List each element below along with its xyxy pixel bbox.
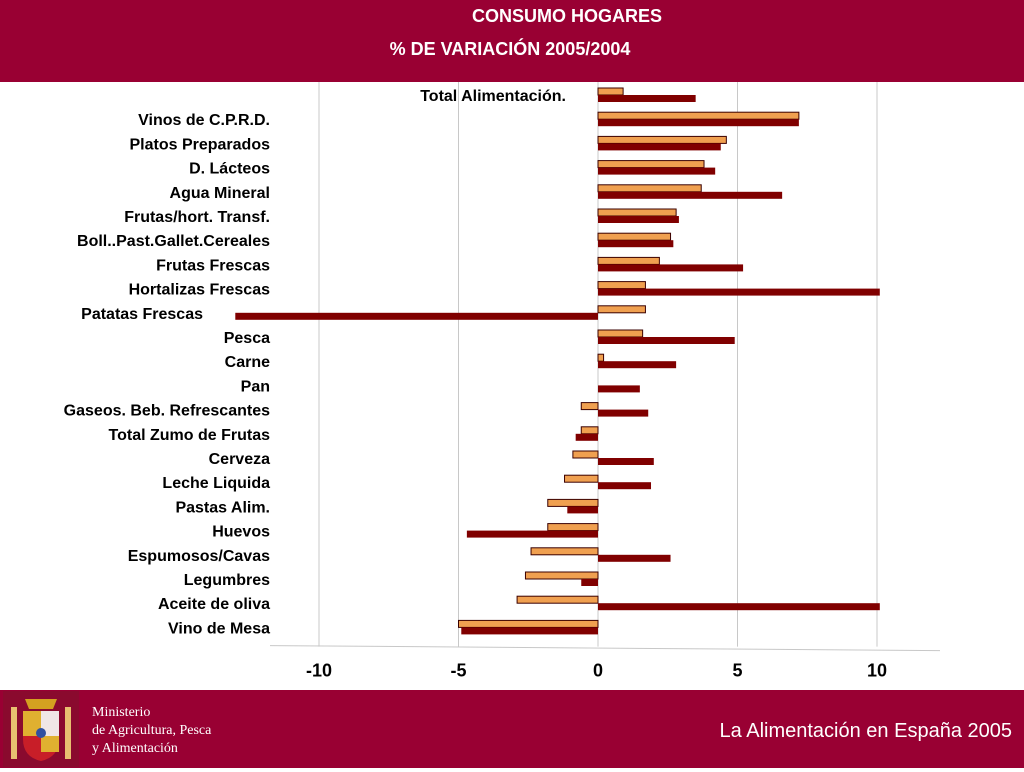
bar-series-2 <box>598 337 735 344</box>
bar-series-2 <box>598 264 744 272</box>
category-label: Huevos <box>212 524 270 541</box>
ministry-line-3: y Alimentación <box>92 741 178 756</box>
bar-series-1 <box>597 160 705 169</box>
category-label: Frutas/hort. Transf. <box>124 209 270 226</box>
bar-series-1 <box>597 208 677 217</box>
chart-subtitle: % DE VARIACIÓN 2005/2004 <box>389 39 631 59</box>
category-label: Cerveza <box>209 451 270 468</box>
bar-series-1 <box>597 135 727 144</box>
bar-series-1 <box>547 523 599 532</box>
category-label: Hortalizas Frescas <box>129 282 271 299</box>
category-label: Boll..Past.Gallet.Cereales <box>77 233 270 250</box>
bar-series-1 <box>597 111 800 120</box>
bar-series-2 <box>235 312 599 320</box>
bar-series-2 <box>598 458 654 465</box>
bar-series-2 <box>461 627 598 635</box>
header-banner: CONSUMO HOGARES % DE VARIACIÓN 2005/2004 <box>0 0 1024 82</box>
bar-series-1 <box>597 232 672 241</box>
bar-series-1 <box>564 474 599 483</box>
bar-series-1 <box>572 450 599 459</box>
bar-series-2 <box>598 95 696 102</box>
bar-chart: Total Alimentación. Vinos de C.P.R.D. Plat… <box>64 82 941 681</box>
bar-series-2 <box>598 143 721 151</box>
category-label: Patatas Frescas <box>81 306 203 323</box>
bar-series-2 <box>466 530 598 538</box>
bar-series-2 <box>581 579 598 586</box>
x-tick-label: 5 <box>732 661 742 681</box>
category-label: D. Lácteos <box>189 161 270 178</box>
bar-series-2 <box>598 167 716 175</box>
bar-series-2 <box>598 191 783 199</box>
ministry-name: Ministerio de Agricultura, Pesca y Alime… <box>92 704 211 758</box>
category-label: Platos Preparados <box>130 136 271 153</box>
category-label: Aceite de oliva <box>158 596 270 613</box>
bar-series-2 <box>598 240 674 248</box>
category-label: Leche Liquida <box>162 475 270 492</box>
bar-series-2 <box>598 119 799 127</box>
x-tick-label: -5 <box>450 661 466 681</box>
x-tick-label: 10 <box>867 661 887 681</box>
bar-series-1 <box>597 256 660 265</box>
bar-series-1 <box>597 329 644 338</box>
category-label: Total Alimentación. <box>420 88 566 105</box>
spanish-coat-of-arms-icon <box>3 691 79 767</box>
category-label: Espumosos/Cavas <box>128 548 270 565</box>
bar-series-2 <box>567 506 598 514</box>
footer-tagline: La Alimentación en España 2005 <box>719 720 1012 742</box>
bar-series-1 <box>530 547 599 556</box>
chart-title: CONSUMO HOGARES <box>471 6 662 26</box>
bar-series-1 <box>597 87 624 96</box>
bar-series-2 <box>598 409 649 417</box>
category-label: Legumbres <box>184 572 270 589</box>
bar-series-1 <box>597 184 702 193</box>
x-axis-line <box>269 645 941 652</box>
category-label: Pan <box>241 378 270 395</box>
bar-series-2 <box>598 554 671 562</box>
bar-series-2 <box>575 433 598 441</box>
ministry-line-2: de Agricultura, Pesca <box>92 723 212 738</box>
bar-series-2 <box>598 361 677 369</box>
bar-series-1 <box>597 281 646 290</box>
category-label: Carne <box>225 354 270 371</box>
bar-series-2 <box>598 288 880 296</box>
category-label: Vino de Mesa <box>168 620 270 637</box>
bar-series-2 <box>598 385 640 393</box>
bar-series-1 <box>580 402 599 411</box>
bar-series-1 <box>580 426 599 435</box>
bar-series-2 <box>598 603 880 611</box>
bar-series-2 <box>598 482 652 490</box>
bar-series-1 <box>524 571 599 580</box>
bar-series-1 <box>516 595 599 604</box>
x-tick-label: -10 <box>306 661 332 681</box>
category-label: Frutas Frescas <box>156 257 270 274</box>
bar-series-1 <box>547 498 599 507</box>
category-label: Vinos de C.P.R.D. <box>138 112 270 129</box>
category-label: Total Zumo de Frutas <box>109 427 271 444</box>
category-label: Gaseos. Beb. Refrescantes <box>64 403 270 420</box>
ministry-line-1: Ministerio <box>92 705 151 720</box>
bar-series-1 <box>458 619 599 628</box>
footer-banner: Ministerio de Agricultura, Pesca y Alime… <box>0 690 1024 768</box>
bar-series-1 <box>597 305 646 314</box>
category-label: Agua Mineral <box>170 185 270 202</box>
category-label: Pastas Alim. <box>175 499 270 516</box>
bar-series-1 <box>597 353 605 362</box>
x-tick-label: 0 <box>593 661 603 681</box>
bar-series-2 <box>598 216 679 223</box>
category-label: Pesca <box>224 330 270 347</box>
